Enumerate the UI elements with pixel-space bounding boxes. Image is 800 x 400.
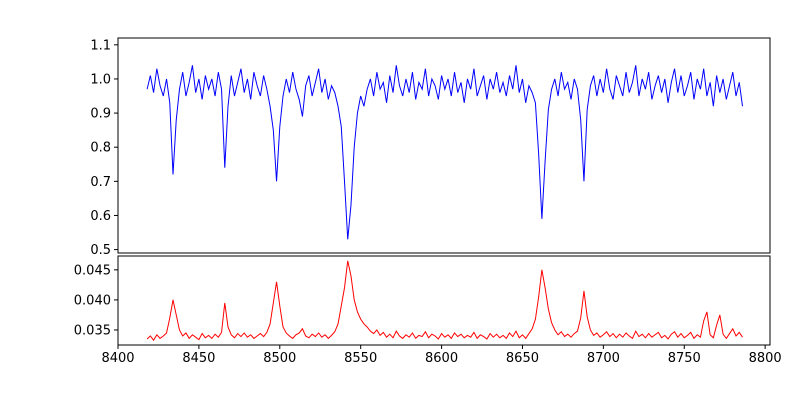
y-tick-label: 0.6 [90, 209, 111, 224]
x-tick-label: 8750 [668, 351, 701, 366]
y-tick-label: 0.7 [90, 175, 111, 190]
y-tick-label: 0.9 [90, 107, 111, 122]
spectrum-series-line [146, 65, 743, 240]
error-axes-border [117, 255, 771, 346]
y-tick-label: 0.045 [74, 263, 111, 278]
x-tick-label: 8700 [587, 351, 620, 366]
y-tick-label: 1.1 [90, 38, 111, 53]
y-tick-label: 1.0 [90, 72, 111, 87]
x-tick-label: 8450 [182, 351, 215, 366]
x-tick-label: 8500 [263, 351, 296, 366]
error-series-line [146, 260, 743, 342]
y-tick-label: 0.5 [90, 243, 111, 258]
y-tick-label: 0.040 [74, 293, 111, 308]
x-tick-label: 8650 [506, 351, 539, 366]
y-tick-label: 0.8 [90, 141, 111, 156]
x-tick-label: 8800 [749, 351, 782, 366]
x-tick-label: 8400 [101, 351, 134, 366]
x-tick-label: 8600 [425, 351, 458, 366]
x-tick-label: 8550 [344, 351, 377, 366]
spectrum-axes-border [117, 37, 771, 254]
y-tick-label: 0.035 [74, 323, 111, 338]
